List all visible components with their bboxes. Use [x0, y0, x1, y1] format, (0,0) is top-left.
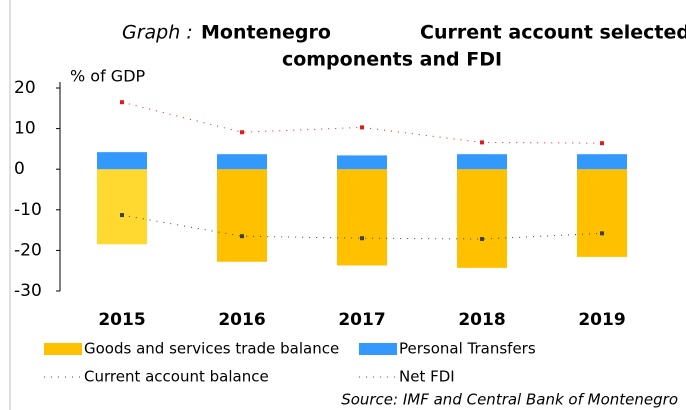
- bar: [457, 169, 507, 268]
- marker: [120, 100, 124, 105]
- y-tick-label: 10: [14, 119, 36, 139]
- chart-title: Current account selected: [420, 22, 686, 44]
- chart-title: components and FDI: [282, 49, 502, 71]
- y-tick-label: 0: [14, 159, 25, 179]
- bar: [577, 154, 627, 170]
- marker: [480, 140, 484, 145]
- marker: [240, 130, 244, 135]
- line: [121, 101, 603, 144]
- x-tick-label: 2015: [98, 310, 145, 330]
- x-tick-label: 2018: [458, 310, 505, 330]
- marker: [360, 236, 364, 241]
- marker: [360, 125, 364, 130]
- bar: [577, 169, 627, 257]
- y-tick-label: -20: [14, 240, 42, 260]
- bar: [217, 169, 267, 262]
- marker: [600, 231, 604, 236]
- x-tick-label: 2019: [578, 310, 625, 330]
- title-prefix: Graph :: [122, 22, 193, 44]
- marker: [120, 213, 124, 218]
- legend-label: Net FDI: [399, 368, 455, 386]
- marker: [600, 141, 604, 146]
- bar: [337, 155, 387, 170]
- legend-label: Current account balance: [84, 368, 269, 386]
- y-axis-label: % of GDP: [70, 67, 146, 86]
- x-tick-label: 2016: [218, 310, 265, 330]
- marker: [480, 237, 484, 242]
- y-tick-label: -30: [14, 281, 42, 301]
- bar: [97, 152, 147, 170]
- marker: [240, 234, 244, 239]
- bar: [337, 169, 387, 266]
- legend-swatch: [44, 343, 82, 355]
- legend-label: Personal Transfers: [399, 340, 536, 358]
- y-tick-label: 20: [14, 78, 36, 98]
- source: Source: IMF and Central Bank of Monteneg…: [341, 391, 678, 409]
- legend-swatch: [359, 343, 397, 355]
- chart-title-country: Montenegro: [201, 22, 331, 44]
- y-tick-label: -10: [14, 200, 42, 220]
- bar: [97, 169, 147, 245]
- bar: [457, 154, 507, 170]
- bar: [217, 154, 267, 170]
- x-tick-label: 2017: [338, 310, 385, 330]
- legend-label: Goods and services trade balance: [84, 340, 339, 358]
